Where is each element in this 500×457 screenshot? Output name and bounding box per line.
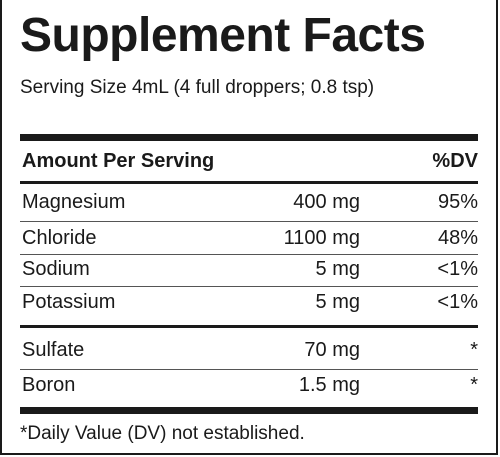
nutrient-row: Boron 1.5 mg * xyxy=(20,369,478,401)
nutrient-amount: 70 mg xyxy=(304,339,360,361)
nutrient-amount: 5 mg xyxy=(315,258,360,280)
panel-title: Supplement Facts xyxy=(20,9,426,62)
nutrient-dv: 48% xyxy=(437,227,478,249)
nutrient-name: Sulfate xyxy=(22,339,85,361)
nutrient-name: Sodium xyxy=(22,258,90,280)
column-header-row: Amount Per Serving %DV xyxy=(20,145,478,177)
nutrient-dv: * xyxy=(470,374,478,396)
nutrient-amount: 1.5 mg xyxy=(298,374,360,396)
row-divider xyxy=(20,221,478,222)
dv-header: %DV xyxy=(432,150,478,172)
nutrient-row: Magnesium 400 mg 95% xyxy=(20,186,478,218)
section-divider xyxy=(20,325,478,328)
row-divider xyxy=(20,369,478,370)
nutrient-row: Chloride 1100 mg 48% xyxy=(20,222,478,254)
nutrient-dv: <1% xyxy=(437,258,478,280)
serving-size: Serving Size 4mL (4 full droppers; 0.8 t… xyxy=(20,77,375,98)
nutrient-name: Potassium xyxy=(22,291,116,313)
nutrient-dv: <1% xyxy=(437,291,478,313)
footnote: *Daily Value (DV) not established. xyxy=(20,423,305,444)
nutrient-name: Chloride xyxy=(22,227,97,249)
header-divider xyxy=(20,181,478,184)
nutrient-dv: 95% xyxy=(437,191,478,213)
nutrient-amount: 5 mg xyxy=(315,291,360,313)
nutrient-amount: 1100 mg xyxy=(283,227,360,249)
nutrient-row: Potassium 5 mg <1% xyxy=(20,286,478,318)
nutrient-name: Magnesium xyxy=(22,191,126,213)
row-divider xyxy=(20,254,478,255)
bottom-thick-divider xyxy=(20,407,478,414)
thick-divider xyxy=(20,134,478,141)
nutrient-row: Sulfate 70 mg * xyxy=(20,334,478,366)
amount-per-serving-header: Amount Per Serving xyxy=(22,150,215,172)
nutrient-dv: * xyxy=(470,339,478,361)
nutrient-name: Boron xyxy=(22,374,76,396)
nutrient-row: Sodium 5 mg <1% xyxy=(20,253,478,285)
nutrient-amount: 400 mg xyxy=(293,191,360,213)
row-divider xyxy=(20,286,478,287)
